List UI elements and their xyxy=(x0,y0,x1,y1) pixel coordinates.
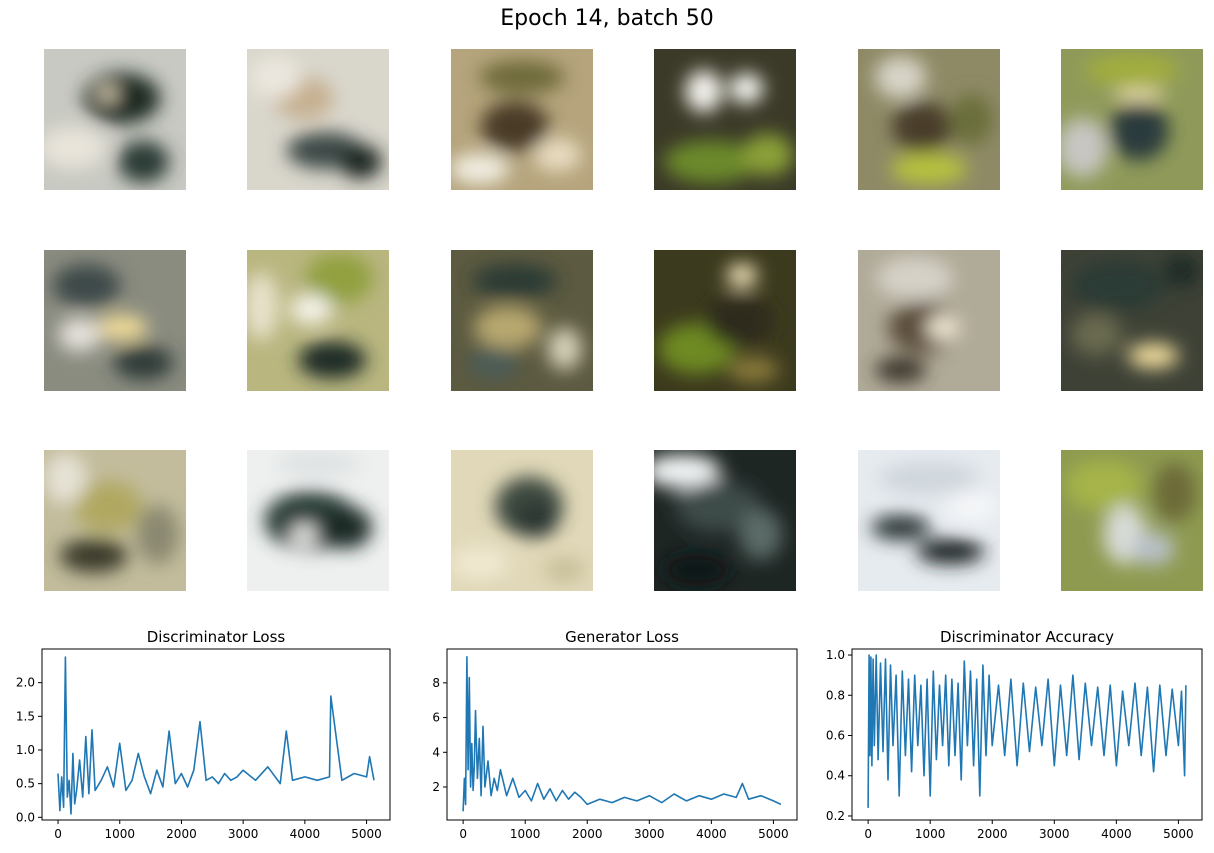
x-tick-label: 3000 xyxy=(634,827,665,841)
y-tick-label: 0.0 xyxy=(16,810,35,824)
x-tick-label: 5000 xyxy=(758,827,789,841)
x-tick-label: 1000 xyxy=(510,827,541,841)
generated-sample-14 xyxy=(247,450,389,591)
x-tick-label: 0 xyxy=(459,827,467,841)
y-tick-label: 0.4 xyxy=(826,769,845,783)
generated-sample-12 xyxy=(1061,250,1203,391)
y-tick-label: 1.0 xyxy=(826,648,845,662)
x-tick-label: 5000 xyxy=(1163,827,1194,841)
generator-loss-title: Generator Loss xyxy=(565,628,679,646)
x-tick-label: 0 xyxy=(864,827,872,841)
y-tick-label: 1.0 xyxy=(16,743,35,757)
y-tick-label: 6 xyxy=(432,711,440,725)
x-tick-label: 2000 xyxy=(166,827,197,841)
generated-sample-5 xyxy=(858,49,1000,190)
x-tick-label: 4000 xyxy=(290,827,321,841)
plot-frame xyxy=(446,648,798,821)
plot-frame xyxy=(41,648,391,821)
y-tick-label: 8 xyxy=(432,676,440,690)
y-tick-label: 0.8 xyxy=(826,688,845,702)
x-tick-label: 2000 xyxy=(572,827,603,841)
generated-sample-2 xyxy=(247,49,389,190)
discriminator-loss-title: Discriminator Loss xyxy=(146,628,286,646)
generated-sample-10 xyxy=(654,250,796,391)
generated-sample-18 xyxy=(1061,450,1203,591)
generated-sample-11 xyxy=(858,250,1000,391)
x-tick-label: 4000 xyxy=(696,827,727,841)
generated-sample-9 xyxy=(451,250,593,391)
generated-sample-6 xyxy=(1061,49,1203,190)
x-tick-label: 3000 xyxy=(1039,827,1070,841)
generated-sample-1 xyxy=(44,49,186,190)
y-tick-label: 0.2 xyxy=(826,809,845,823)
chart-panel-3: 0 1000 2000 3000 4000 5000 0.2 0.4 0.6 0.8 1.0 xyxy=(826,648,1203,841)
x-tick-label: 3000 xyxy=(228,827,259,841)
x-tick-label: 5000 xyxy=(351,827,382,841)
y-tick-label: 2 xyxy=(432,780,440,794)
x-tick-label: 1000 xyxy=(104,827,135,841)
chart-panel-2: 0 1000 2000 3000 4000 5000 2 4 6 8 xyxy=(432,648,798,841)
x-tick-label: 1000 xyxy=(915,827,946,841)
figure-title: Epoch 14, batch 50 xyxy=(500,6,714,31)
x-tick-label: 2000 xyxy=(977,827,1008,841)
series-line xyxy=(57,656,375,815)
plot-frame xyxy=(851,648,1203,821)
x-tick-label: 0 xyxy=(54,827,62,841)
series-line xyxy=(462,655,782,812)
generated-sample-3 xyxy=(451,49,593,190)
generated-sample-8 xyxy=(247,250,389,391)
series-line xyxy=(867,654,1187,808)
y-tick-label: 0.6 xyxy=(826,729,845,743)
x-tick-label: 4000 xyxy=(1101,827,1132,841)
y-tick-label: 4 xyxy=(432,745,440,759)
y-tick-label: 1.5 xyxy=(16,709,35,723)
generated-sample-7 xyxy=(44,250,186,391)
generated-sample-13 xyxy=(44,450,186,591)
generated-sample-15 xyxy=(451,450,593,591)
discriminator-accuracy-title: Discriminator Accuracy xyxy=(939,628,1115,646)
chart-panel-1: 0 1000 2000 3000 4000 5000 0.0 0.5 1.0 1.5 2.0 xyxy=(16,648,391,841)
y-tick-label: 0.5 xyxy=(16,777,35,791)
generated-sample-17 xyxy=(858,450,1000,591)
generated-sample-16 xyxy=(654,450,796,591)
generated-sample-4 xyxy=(654,49,796,190)
y-tick-label: 2.0 xyxy=(16,676,35,690)
